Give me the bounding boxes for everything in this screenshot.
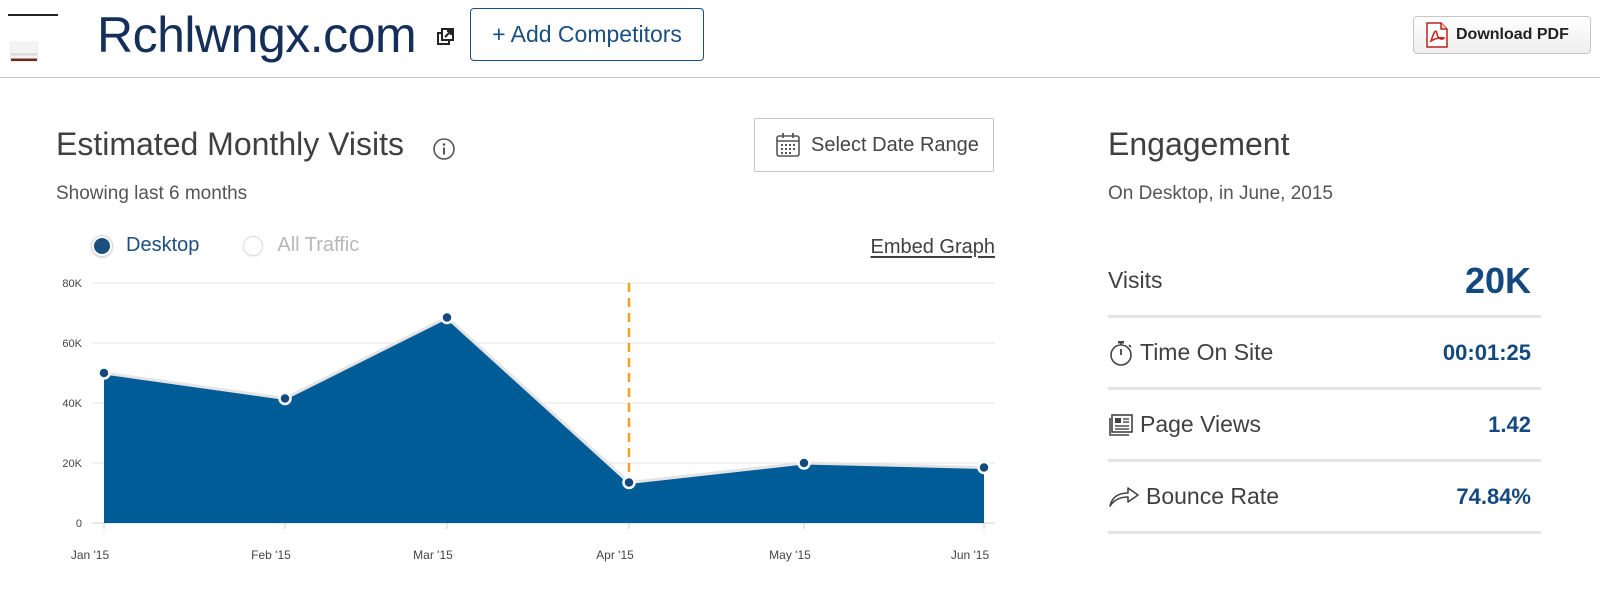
x-tick-label: Jun '15: [951, 548, 990, 562]
all-traffic-radio[interactable]: [243, 235, 264, 256]
x-tick-label: Mar '15: [413, 548, 453, 562]
x-tick-label: Feb '15: [251, 548, 291, 562]
download-pdf-label: Download PDF: [1456, 26, 1569, 43]
metric-visits-label: Visits: [1108, 267, 1163, 293]
engagement-subtitle: On Desktop, in June, 2015: [1108, 183, 1333, 204]
engagement-title: Engagement: [1108, 126, 1290, 162]
y-tick-label: 0: [76, 518, 82, 530]
pdf-file-icon: [1426, 22, 1448, 48]
external-link-icon[interactable]: [436, 27, 456, 47]
metric-visits-value: 20K: [1464, 259, 1531, 301]
site-title: Rchlwngx.com: [97, 7, 417, 63]
metric-time-on-site-label: Time On Site: [1140, 339, 1274, 365]
y-tick-label: 20K: [62, 458, 82, 470]
metric-bounce-rate: Bounce Rate 74.84%: [1108, 462, 1541, 534]
menu-toggle-icon[interactable]: [8, 14, 58, 16]
visits-title: Estimated Monthly Visits: [56, 126, 404, 162]
data-point: [97, 366, 111, 380]
y-tick-label: 40K: [62, 398, 82, 410]
metric-page-views-value: 1.42: [1488, 411, 1531, 437]
pages-icon: [1109, 413, 1133, 436]
site-thumbnail: [10, 42, 38, 62]
data-point: [622, 475, 636, 490]
bounce-arrow-icon: [1109, 486, 1139, 507]
metric-time-on-site-value: 00:01:25: [1442, 339, 1531, 365]
embed-graph-link[interactable]: Embed Graph: [870, 236, 995, 258]
add-competitors-button[interactable]: + Add Competitors: [470, 8, 704, 61]
x-tick-label: Apr '15: [596, 548, 634, 562]
x-tick-label: May '15: [769, 548, 811, 562]
metric-page-views: Page Views 1.42: [1108, 390, 1541, 462]
y-tick-label: 60K: [62, 338, 82, 350]
x-tick-label: Jan '15: [71, 548, 110, 562]
metric-page-views-label: Page Views: [1140, 411, 1262, 437]
desktop-radio[interactable]: [92, 235, 112, 256]
select-date-range-button[interactable]: Select Date Range: [754, 118, 994, 172]
data-point: [440, 310, 454, 325]
visits-area: [104, 317, 984, 523]
select-date-range-label: Select Date Range: [811, 133, 979, 156]
header-bar: Rchlwngx.com + Add Competitors Download …: [0, 0, 1600, 78]
download-pdf-button[interactable]: Download PDF: [1413, 16, 1591, 54]
monthly-visits-chart: 0 20K 40K 60K 80K Jan '15 Feb '15 Mar '15 Apr '1…: [62, 278, 995, 562]
data-point: [797, 456, 811, 470]
metric-bounce-rate-label: Bounce Rate: [1146, 483, 1279, 509]
visits-line: [103, 315, 985, 485]
all-traffic-radio-label[interactable]: All Traffic: [277, 234, 360, 256]
data-point: [977, 460, 991, 475]
metric-time-on-site: Time On Site 00:01:25: [1108, 318, 1541, 390]
traffic-type-radio-group: Desktop All Traffic: [92, 234, 359, 257]
data-point: [278, 391, 292, 406]
metric-visits: Visits 20K: [1108, 246, 1541, 318]
y-tick-label: 80K: [62, 278, 82, 290]
desktop-radio-label[interactable]: Desktop: [126, 234, 200, 256]
info-icon[interactable]: [432, 137, 456, 161]
calendar-icon: [776, 133, 800, 157]
metric-bounce-rate-value: 74.84%: [1456, 483, 1531, 509]
visits-subtitle: Showing last 6 months: [56, 183, 248, 204]
stopwatch-icon: [1110, 340, 1132, 366]
